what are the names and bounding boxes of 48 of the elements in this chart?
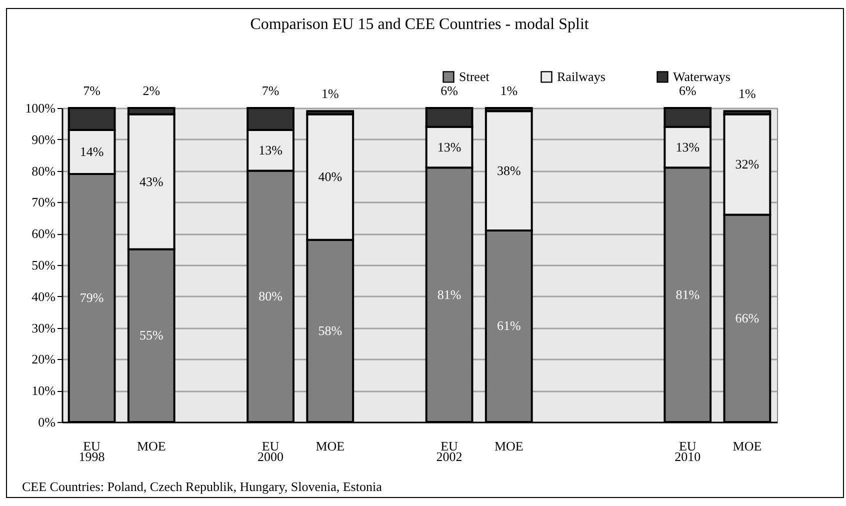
data-label: 38% bbox=[496, 162, 521, 178]
x-tick-label: MOE bbox=[136, 438, 166, 454]
data-label: 79% bbox=[80, 290, 104, 305]
chart-title: Comparison EU 15 and CEE Countries - modal Split bbox=[250, 16, 590, 33]
y-tick-label: 20% bbox=[32, 352, 56, 367]
x-tick-label: MOE bbox=[316, 438, 345, 454]
y-tick-label: 0% bbox=[38, 414, 56, 430]
x-tick-label: EU bbox=[678, 438, 697, 454]
y-tick-label: 60% bbox=[32, 226, 56, 242]
data-label: 1% bbox=[738, 86, 756, 102]
data-label: 1% bbox=[500, 83, 518, 98]
data-label: 6% bbox=[440, 83, 458, 98]
x-tick-label: EU bbox=[262, 438, 280, 454]
data-label: 32% bbox=[735, 156, 760, 172]
x-tick-label: EU bbox=[83, 438, 102, 454]
data-label: 1% bbox=[321, 86, 339, 102]
x-tick-label: EU bbox=[440, 438, 459, 454]
data-label: 66% bbox=[735, 310, 760, 326]
data-label: 61% bbox=[496, 318, 521, 334]
y-tick-label: 40% bbox=[32, 288, 56, 304]
data-label: 13% bbox=[676, 139, 700, 154]
y-tick-label: 70% bbox=[32, 194, 56, 210]
data-label: 43% bbox=[139, 174, 164, 189]
data-label: 81% bbox=[676, 286, 700, 302]
legend-label: Railways bbox=[557, 68, 606, 84]
x-tick-label: MOE bbox=[732, 438, 762, 454]
data-label: 55% bbox=[139, 328, 164, 343]
data-label: 40% bbox=[318, 169, 342, 184]
data-label: 14% bbox=[80, 144, 104, 159]
text: CEE Countries: Poland, Czech Republik, Hungary, Slovenia, Estonia bbox=[22, 479, 382, 495]
x-tick-label: MOE bbox=[494, 438, 524, 454]
data-label: 58% bbox=[318, 322, 342, 338]
legend-label: Street bbox=[459, 68, 490, 84]
data-label: 7% bbox=[83, 83, 101, 98]
legend-label: Waterways bbox=[673, 68, 730, 84]
y-tick-label: 50% bbox=[32, 258, 56, 272]
y-tick-label: 30% bbox=[32, 320, 56, 336]
y-tick-label: 80% bbox=[32, 163, 56, 178]
data-label: 7% bbox=[262, 83, 280, 98]
y-tick-label: 90% bbox=[32, 132, 56, 147]
data-label: 13% bbox=[437, 139, 462, 154]
data-label: 13% bbox=[258, 142, 283, 158]
data-label: 80% bbox=[258, 288, 283, 304]
y-tick-label: 100% bbox=[25, 100, 56, 116]
data-label: 6% bbox=[678, 83, 696, 98]
y-tick-label: 10% bbox=[32, 383, 56, 398]
data-label: 2% bbox=[142, 83, 160, 98]
data-label: 81% bbox=[437, 286, 462, 302]
